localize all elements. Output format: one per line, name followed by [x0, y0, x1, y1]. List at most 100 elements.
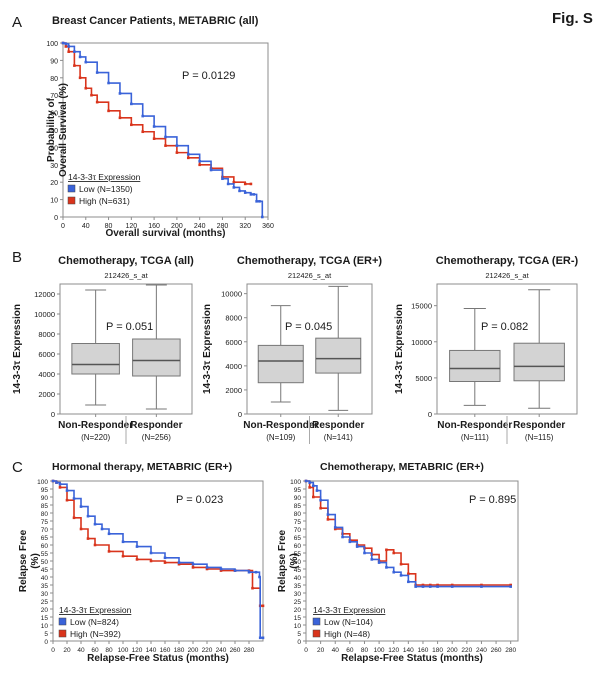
- chart-title: Chemotherapy, TCGA (all): [58, 255, 194, 267]
- x-tick-label: 260: [491, 647, 502, 654]
- legend-title: 14-3-3τ Expression: [68, 172, 141, 182]
- censor-mark-low: [61, 41, 65, 45]
- box-iqr: [513, 342, 565, 382]
- censor-mark-low: [255, 200, 258, 203]
- y-tick-label: 40: [50, 145, 58, 152]
- censor-mark-high: [84, 86, 88, 90]
- censor-mark-high: [450, 583, 454, 587]
- censor-mark-low: [258, 575, 261, 579]
- censor-mark-low: [238, 189, 241, 193]
- panel-label-b: B: [12, 249, 22, 266]
- censor-mark-low: [78, 55, 82, 59]
- censor-mark-high: [95, 100, 99, 104]
- censor-mark-low: [249, 193, 253, 196]
- censor-mark-low: [186, 153, 190, 156]
- x-tick-label: 220: [461, 647, 472, 654]
- y-tick-label: 0: [428, 410, 432, 419]
- censor-mark-high: [118, 116, 122, 120]
- legend-title: 14-3-3τ Expression: [313, 605, 386, 615]
- censor-mark-high: [509, 583, 512, 587]
- censor-mark-high: [319, 506, 322, 510]
- censor-mark-low: [258, 200, 261, 203]
- group-label: Responder: [130, 420, 182, 431]
- group-n: (N=109): [266, 433, 295, 442]
- x-tick-label: 40: [77, 647, 85, 654]
- y-tick-label: 40: [41, 575, 49, 582]
- censor-mark-high: [141, 130, 145, 134]
- y-tick-label: 25: [294, 599, 302, 606]
- x-tick-label: 0: [51, 647, 55, 654]
- x-tick-label: 180: [174, 647, 185, 654]
- y-tick-label: 100: [46, 41, 58, 48]
- legend-label-high: High (N=631): [79, 196, 130, 206]
- censor-mark-high: [73, 64, 76, 67]
- censor-mark-low: [149, 551, 153, 555]
- censor-mark-low: [100, 527, 104, 531]
- km-chart-5: Chemotherapy, METABRIC (ER+)051015202530…: [277, 461, 519, 664]
- chart-subtitle: 212426_s_at: [104, 271, 148, 280]
- censor-mark-high: [480, 583, 483, 587]
- x-tick-label: 60: [91, 647, 99, 654]
- box-chart-3: Chemotherapy, TCGA (ER-) 212426_s_at 0 5000…: [394, 255, 579, 444]
- x-tick-label: 80: [105, 223, 113, 230]
- y-tick-label: 10: [294, 623, 302, 630]
- y-axis-label: 14-3-3τ Expression: [12, 304, 23, 394]
- censor-mark-low: [164, 135, 167, 139]
- figure-label: Fig. S: [552, 10, 593, 27]
- censor-mark-high: [121, 554, 125, 558]
- censor-mark-low: [414, 585, 417, 588]
- censor-mark-high: [326, 518, 330, 521]
- y-axis-label: Overall Survival (%): [58, 83, 69, 177]
- censor-mark-low: [392, 570, 396, 574]
- censor-mark-low: [258, 636, 262, 640]
- group-label: Non-Responder: [437, 420, 512, 431]
- censor-mark-low: [79, 505, 83, 508]
- y-tick-label: 60: [50, 111, 58, 118]
- censor-mark-low: [385, 566, 388, 569]
- censor-mark-low: [233, 569, 237, 572]
- y-tick-label: 65: [294, 535, 302, 542]
- y-tick-label: 75: [294, 519, 302, 526]
- censor-mark-low: [348, 540, 352, 544]
- censor-mark-high: [232, 180, 236, 184]
- x-tick-label: 100: [374, 647, 385, 654]
- censor-mark-low: [177, 561, 181, 564]
- censor-mark-low: [67, 45, 70, 48]
- y-axis-label: Probability of: [46, 97, 57, 162]
- censor-mark-high: [428, 583, 432, 587]
- y-tick-label: 50: [50, 128, 58, 135]
- y-tick-label: 35: [41, 583, 49, 590]
- km-chart-0: Breast Cancer Patients, METABRIC (all) 0 1…: [46, 15, 274, 239]
- censor-mark-high: [186, 156, 190, 160]
- censor-mark-high: [107, 550, 111, 553]
- censor-mark-low: [65, 489, 69, 492]
- x-tick-label: 200: [188, 647, 199, 654]
- censor-mark-low: [319, 498, 322, 502]
- y-tick-label: 8000: [38, 330, 55, 339]
- y-tick-label: 12000: [34, 290, 55, 299]
- censor-mark-high: [149, 559, 153, 563]
- censor-mark-low: [95, 71, 99, 74]
- x-tick-label: 240: [216, 647, 227, 654]
- x-tick-label: 100: [118, 647, 129, 654]
- censor-mark-low: [326, 513, 330, 516]
- panel-label-a: A: [12, 14, 22, 31]
- y-tick-label: 95: [41, 487, 49, 494]
- plot-frame: [59, 283, 193, 415]
- chart-title: Breast Cancer Patients, METABRIC (all): [52, 15, 259, 27]
- censor-mark-high: [243, 182, 247, 186]
- x-tick-label: 160: [148, 223, 160, 230]
- box-iqr: [132, 338, 181, 377]
- p-value-annotation: P = 0.895: [469, 494, 516, 506]
- censor-mark-high: [177, 562, 181, 566]
- censor-mark-low: [428, 585, 432, 588]
- y-tick-label: 15: [41, 615, 49, 622]
- plot-frame: [436, 283, 578, 415]
- censor-mark-high: [152, 137, 156, 140]
- censor-mark-low: [254, 570, 258, 574]
- censor-mark-low: [107, 532, 111, 536]
- y-tick-label: 0: [44, 639, 48, 646]
- y-axis-label: (%): [289, 553, 300, 569]
- group-label: Non-Responder: [58, 420, 133, 431]
